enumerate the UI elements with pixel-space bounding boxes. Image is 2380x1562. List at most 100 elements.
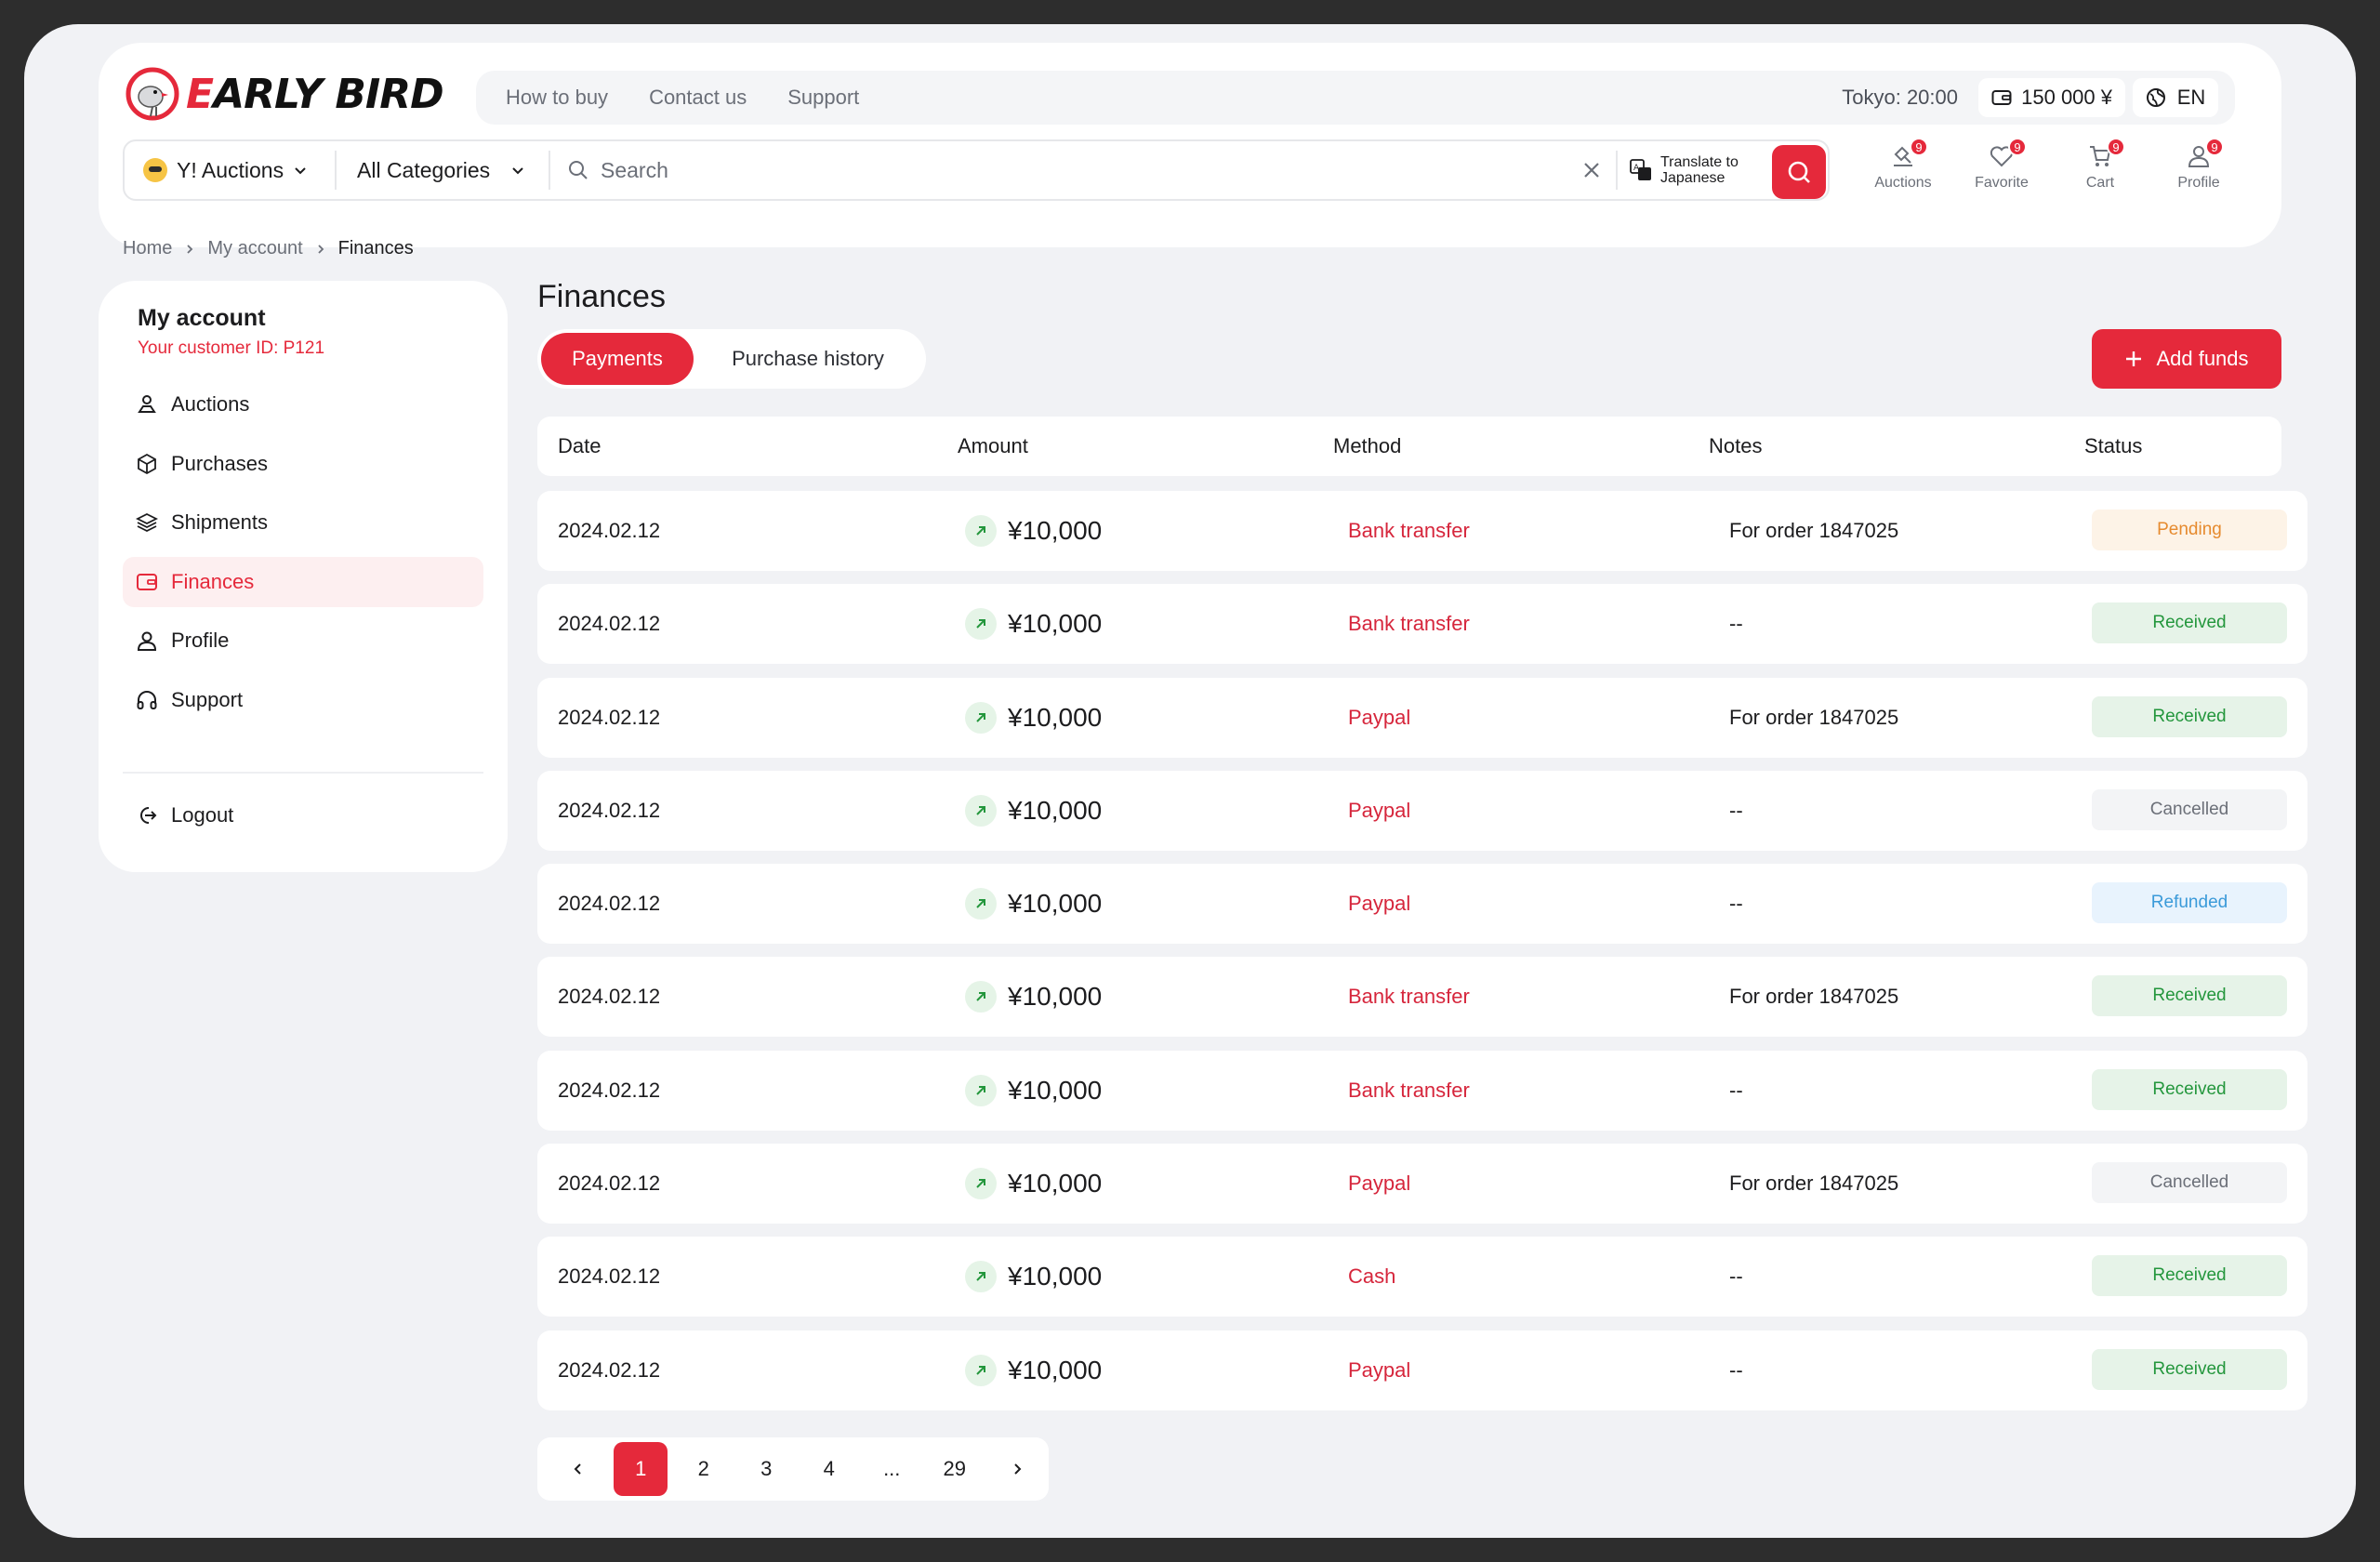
language-selector[interactable]: EN [2133,78,2218,117]
page-button[interactable]: 1 [614,1442,668,1496]
table-row[interactable]: 2024.02.12 ¥10,000 Bank transfer -- Received [537,584,2307,665]
sidebar-item-finances[interactable]: Finances [123,556,483,607]
app-screen: EARLY BIRD How to buy Contact us Support… [24,24,2356,1538]
page-ellipsis: ... [883,1457,901,1480]
payment-notes: For order 1847025 [1729,1172,1899,1196]
payment-amount-cell: ¥10,000 [965,1144,1102,1224]
balance-button[interactable]: 150 000 ¥ [1978,78,2125,117]
clear-icon[interactable] [1580,159,1603,181]
arrow-up-right-icon [965,701,997,734]
payments-table: 2024.02.12 ¥10,000 Bank transfer For order … [537,491,2307,1423]
sidebar-item-shipments[interactable]: Shipments [123,497,483,548]
table-row[interactable]: 2024.02.12 ¥10,000 Paypal -- Received [537,1330,2307,1410]
breadcrumb-my-account[interactable]: My account [207,238,303,258]
add-funds-button[interactable]: Add funds [2092,329,2281,389]
payment-amount-cell: ¥10,000 [965,584,1102,664]
gavel-icon [1894,146,1912,166]
balance-value: 150 000 ¥ [2021,86,2112,109]
breadcrumb: Home My account Finances [123,238,414,259]
page-button[interactable]: 4 [823,1457,835,1480]
column-header-status[interactable]: Status [2084,434,2143,457]
payment-method: Bank transfer [1348,1078,1470,1102]
payment-amount: ¥10,000 [1008,1075,1103,1105]
favorite-label: Favorite [1975,175,2029,191]
page-button[interactable]: 2 [697,1457,709,1480]
table-row[interactable]: 2024.02.12 ¥10,000 Paypal -- Refunded [537,864,2307,945]
source-selector[interactable]: Y! Auctions [143,141,308,199]
arrow-up-right-icon [965,1074,997,1106]
chevron-right-icon [317,244,324,254]
column-header-amount[interactable]: Amount [958,434,1028,457]
search-input[interactable] [601,157,1530,183]
logo[interactable]: EARLY BIRD [125,65,444,123]
source-label: Y! Auctions [177,157,284,182]
page-button[interactable]: 3 [760,1457,773,1480]
sidebar-item-purchases[interactable]: Purchases [123,439,483,489]
layers-icon [136,512,158,533]
status-badge: Received [2092,1348,2287,1390]
bird-logo-icon [126,67,179,121]
user-icon [2188,146,2210,167]
payment-amount: ¥10,000 [1008,1169,1103,1198]
finance-tabs: Payments Purchase history [537,329,926,389]
search-button[interactable] [1772,145,1826,199]
chevron-down-icon [295,167,306,175]
payment-notes: -- [1729,1357,1743,1382]
globe-icon [2146,88,2165,107]
sidebar-item-profile[interactable]: Profile [123,616,483,666]
payment-date: 2024.02.12 [558,892,661,916]
column-header-method[interactable]: Method [1333,434,1402,457]
header-profile-button[interactable]: 9 Profile [2149,138,2248,201]
search-icon [569,161,588,179]
arrow-up-right-icon [965,794,997,827]
status-badge: Cancelled [2092,1162,2287,1204]
column-header-date[interactable]: Date [558,434,602,457]
page-title: Finances [537,279,666,314]
nav-link-support[interactable]: Support [787,86,860,109]
tab-payments[interactable]: Payments [541,333,694,385]
table-row[interactable]: 2024.02.12 ¥10,000 Paypal For order 1847025… [537,1144,2307,1224]
header-favorite-button[interactable]: 9 Favorite [1952,138,2051,201]
payment-amount-cell: ¥10,000 [965,678,1102,758]
sidebar-item-label: Auctions [171,392,250,416]
status-badge: Received [2092,602,2287,644]
header-auctions-button[interactable]: 9 Auctions [1854,138,1952,201]
translate-toggle[interactable]: A Translate to Japanese [1629,141,1748,199]
header-cart-button[interactable]: 9 Cart [2051,138,2149,201]
divider [1616,151,1618,190]
profile-label: Profile [2177,175,2220,191]
next-page-button[interactable] [985,1442,1048,1496]
breadcrumb-current: Finances [337,238,414,258]
logout-button[interactable]: Logout [123,790,483,841]
table-row[interactable]: 2024.02.12 ¥10,000 Bank transfer For order … [537,491,2307,571]
add-funds-label: Add funds [2156,347,2249,370]
payment-notes: For order 1847025 [1729,985,1899,1009]
search-bar: Y! Auctions All Categories A Translate t… [123,139,1830,201]
page-button[interactable]: 29 [943,1457,966,1480]
prev-page-button[interactable] [547,1442,609,1496]
table-row[interactable]: 2024.02.12 ¥10,000 Cash -- Received [537,1237,2307,1317]
table-row[interactable]: 2024.02.12 ¥10,000 Bank transfer For order … [537,957,2307,1038]
table-row[interactable]: 2024.02.12 ¥10,000 Paypal -- Cancelled [537,770,2307,851]
cart-label: Cart [2085,175,2115,191]
table-header: Date Amount Method Notes Status [537,417,2281,476]
sidebar-item-support[interactable]: Support [123,675,483,725]
table-row[interactable]: 2024.02.12 ¥10,000 Paypal For order 1847025… [537,677,2307,758]
table-row[interactable]: 2024.02.12 ¥10,000 Bank transfer -- Received [537,1050,2307,1131]
breadcrumb-home[interactable]: Home [123,238,173,258]
category-selector[interactable]: All Categories [357,141,525,199]
nav-link-how-to-buy[interactable]: How to buy [506,86,609,109]
sidebar-item-label: Purchases [171,451,268,475]
column-header-notes[interactable]: Notes [1709,434,1763,457]
nav-link-contact-us[interactable]: Contact us [649,86,747,109]
tab-purchase-history[interactable]: Purchase history [732,347,884,370]
payment-amount-cell: ¥10,000 [965,1237,1102,1317]
tokyo-time: Tokyo: 20:00 [1842,86,1958,109]
payment-method: Bank transfer [1348,985,1470,1009]
box-icon [138,453,156,474]
payment-date: 2024.02.12 [558,612,661,636]
arrow-up-right-icon [965,981,997,1013]
status-badge: Pending [2092,510,2287,550]
pagination: 1 2 3 4 ... 29 [537,1437,1049,1501]
sidebar-item-auctions[interactable]: Auctions [123,379,483,430]
